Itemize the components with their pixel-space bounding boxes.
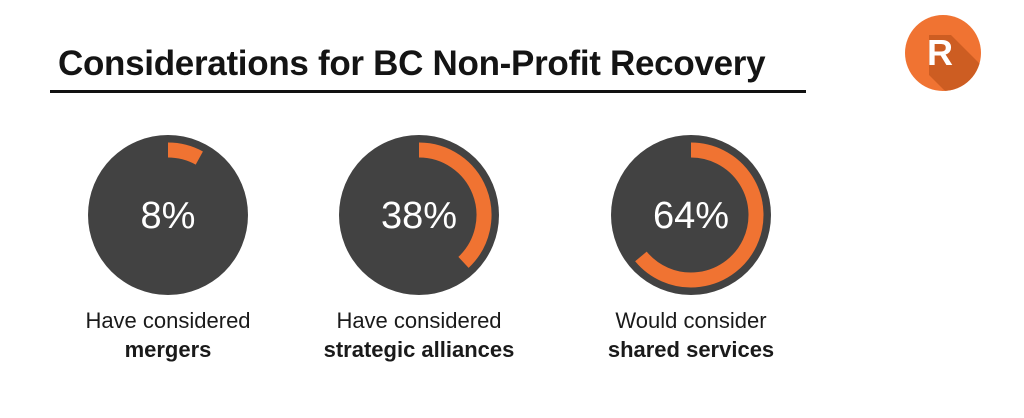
caption-line2: mergers: [124, 337, 212, 362]
gauge-arc: [167, 142, 203, 165]
logo-letter: R: [927, 32, 953, 73]
gauge-mergers: 8%: [88, 135, 248, 295]
caption-line2: shared services: [607, 337, 775, 362]
r-logo-icon: R: [905, 15, 981, 91]
gauge-disc: [339, 135, 499, 295]
gauge-disc: [611, 135, 771, 295]
caption-mergers: Have considered mergers: [48, 306, 288, 364]
gauge-shared-services: 64%: [611, 135, 771, 295]
gauge-strategic-alliances: 38%: [339, 135, 499, 295]
caption-line1: Have considered: [336, 308, 502, 333]
gauge-value: 64%: [653, 195, 729, 237]
caption-line1: Would consider: [615, 308, 767, 333]
gauge-arc: [418, 142, 492, 268]
title-underline: [50, 90, 806, 93]
gauge-disc: [88, 135, 248, 295]
page-title: Considerations for BC Non-Profit Recover…: [58, 44, 766, 83]
gauge-value: 38%: [381, 195, 457, 237]
caption-line2: strategic alliances: [323, 337, 515, 362]
caption-line1: Have considered: [85, 308, 251, 333]
gauge-arc: [635, 142, 764, 288]
caption-shared-services: Would consider shared services: [571, 306, 811, 364]
gauge-value: 8%: [141, 195, 196, 237]
caption-strategic-alliances: Have considered strategic alliances: [299, 306, 539, 364]
